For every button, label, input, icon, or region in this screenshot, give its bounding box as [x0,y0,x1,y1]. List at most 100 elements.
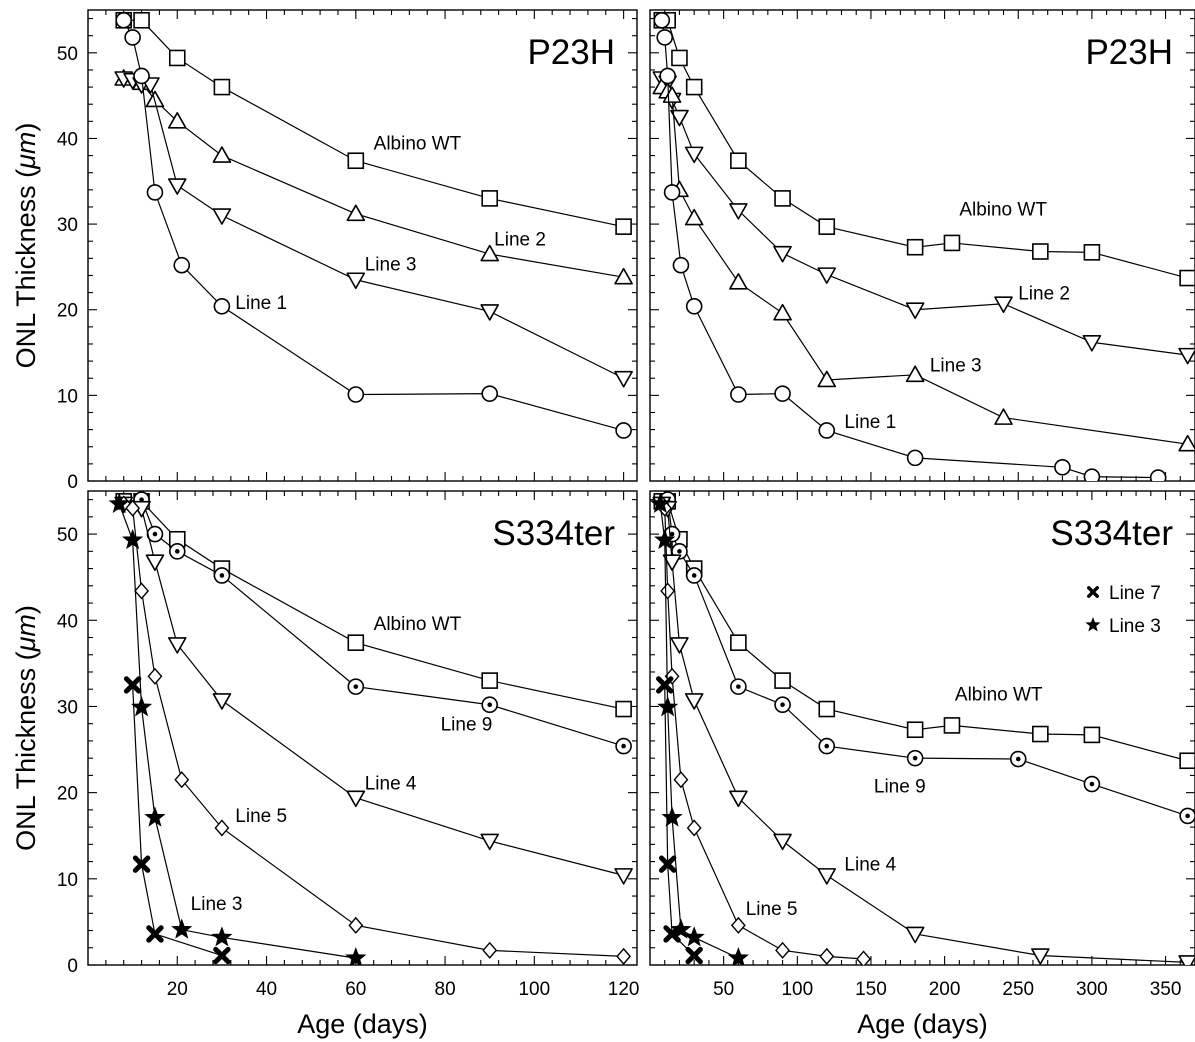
data-point-line-1 [774,385,791,402]
x-tick-label: 100 [518,979,550,1000]
data-point-albino-wt [1083,244,1101,261]
data-point-line-4 [670,637,689,654]
data-point-line-9 [774,696,791,714]
data-point-line-3 [661,806,683,827]
data-point-albino-wt [1179,269,1195,287]
data-point-albino-wt [774,190,791,207]
data-point-line-3 [650,492,671,513]
data-point-albino-wt [943,234,961,252]
data-point-albino-wt [730,634,747,651]
data-point-line-1 [656,29,674,46]
data-point-line-3 [144,806,166,827]
series-line-4 [652,496,1195,965]
panel-s334ter-365: 50 100 150 200 250 300 350 Age (days) S334ter Alb… [649,490,1195,1039]
data-point-line-5 [730,916,746,934]
plot-area [652,11,1195,481]
series-line-line-1 [123,20,624,432]
data-point-line-3 [727,946,749,965]
data-point-line-7 [685,946,703,965]
data-point-line-9 [685,567,703,584]
data-point-line-5 [819,947,835,965]
data-point-line-2 [817,267,837,284]
data-point-line-3 [346,272,366,290]
x-tick-label: 200 [929,979,961,1000]
annotation-line-3: Line 3 [191,894,243,915]
data-point-line-5 [125,499,141,517]
data-point-line-5 [686,819,702,837]
series-line-1 [115,11,632,439]
x-tick-label: 100 [781,979,813,1000]
y-tick-label: 10 [57,870,78,891]
y-tick-label: 50 [57,525,78,546]
data-point-line-5 [214,819,230,837]
data-point-line-3 [729,273,748,290]
data-point-albino-wt [906,721,924,739]
x-tick-label: 350 [1150,979,1182,1000]
series-line-line-5 [123,503,624,957]
data-point-albino-wt [481,672,499,689]
series-line-2 [114,69,633,285]
data-point-line-2 [684,146,704,164]
data-point-albino-wt [1083,726,1101,744]
data-point-albino-wt [818,218,836,235]
data-point-line-2 [994,296,1013,314]
series-line-1 [653,11,1167,481]
annotation-line-9: Line 9 [874,777,926,798]
legend: Line 7 Line 3 [1085,583,1161,637]
data-point-line-7 [663,925,681,943]
data-point-line-3 [130,696,153,717]
series-line-line-3 [118,503,356,959]
data-point-albino-wt [133,11,150,29]
data-point-line-2 [145,90,165,108]
series-line-line-3 [123,77,624,379]
y-tick-label: 20 [57,784,78,805]
legend-symbol-line-7 [1087,586,1099,598]
data-point-albino-wt [1032,725,1049,743]
data-point-line-2 [729,203,748,220]
data-point-albino-wt [213,78,231,96]
data-point-line-3 [122,528,144,550]
data-point-line-9 [213,567,231,584]
data-point-line-1 [685,298,703,315]
data-point-line-5 [174,771,190,789]
x-axis-title: Age (days) [297,1009,428,1039]
data-point-line-1 [124,29,141,46]
legend-symbol-line-3 [1085,617,1101,632]
plot-area [114,11,633,439]
data-point-line-3 [683,926,705,947]
data-point-line-1 [1149,469,1167,481]
x-tick-label: 150 [855,979,887,1000]
axis-ticks [88,10,637,482]
data-point-line-2 [1082,334,1102,352]
data-point-line-9 [481,696,499,714]
data-point-line-1 [730,386,747,403]
y-tick-label: 0 [67,472,78,493]
y-tick-label: 40 [57,611,78,632]
data-point-line-3 [654,528,676,550]
data-point-line-2 [614,267,633,285]
data-point-line-9 [1179,807,1195,825]
annotation-line-2: Line 2 [494,230,546,251]
x-tick-label: 20 [167,979,188,1000]
data-point-line-9 [1009,750,1027,768]
plot-frame [649,490,1195,966]
data-point-line-3 [905,365,925,383]
data-point-line-1 [146,184,164,201]
data-point-line-1 [663,184,681,201]
series-line-line-7 [664,684,695,956]
data-point-line-2 [905,302,925,320]
y-tick-label: 20 [57,301,78,322]
data-point-line-4 [614,868,633,885]
data-point-line-1 [115,11,133,29]
data-point-line-5 [134,582,149,600]
data-point-albino-wt [906,238,924,256]
data-point-line-2 [167,112,187,129]
data-point-line-2 [773,245,792,263]
data-point-line-3 [994,408,1013,425]
data-point-line-1 [818,422,836,439]
series-line-9 [659,491,1195,825]
data-point-line-3 [817,370,837,388]
data-point-line-9 [906,749,924,767]
data-point-line-7 [146,925,164,943]
